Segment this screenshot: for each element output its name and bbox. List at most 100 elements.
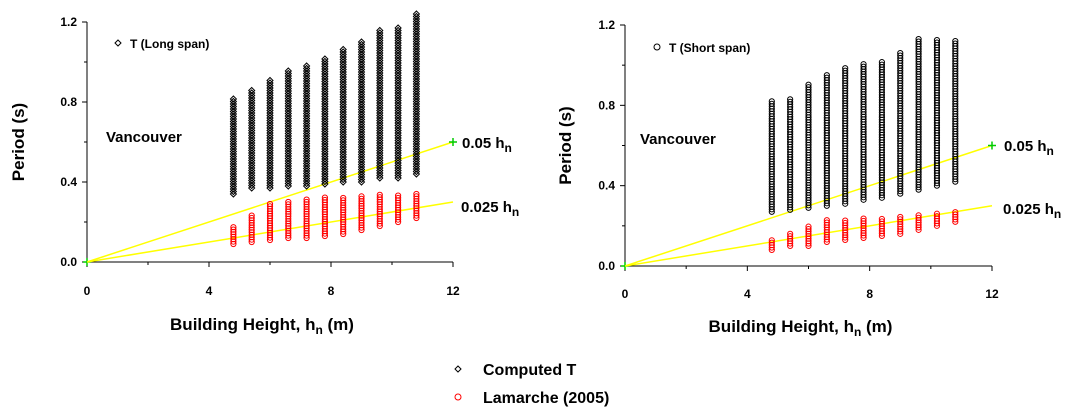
reference-line [86, 141, 454, 263]
data-point [823, 74, 830, 81]
data-point [805, 81, 812, 88]
legend: Computed T Lamarche (2005) [454, 362, 609, 407]
legend-label: Lamarche (2005) [483, 390, 609, 407]
data-point [897, 50, 904, 57]
y-tick-label: 1.2 [598, 18, 615, 32]
x-axis-label-main: Building Height, h [170, 315, 315, 334]
data-point [285, 201, 292, 208]
reference-line-label: 0.05 hn [462, 135, 512, 155]
data-point [285, 198, 292, 206]
line-label-subscript: n [512, 205, 519, 219]
data-point [952, 40, 959, 47]
reference-line-label: 0.025 hn [1003, 201, 1061, 221]
data-point [321, 196, 328, 204]
data-point [787, 230, 794, 237]
data-point [395, 192, 402, 199]
data-point [321, 55, 329, 63]
data-point [303, 198, 310, 206]
data-point [823, 217, 830, 224]
data-point [933, 39, 941, 46]
data-point [768, 98, 775, 105]
data-point [266, 200, 274, 208]
data-point [915, 214, 922, 221]
data-point [787, 96, 794, 103]
y-axis-label: Period (s) [556, 106, 575, 184]
data-point [842, 219, 849, 227]
inset-legend-marker [653, 43, 661, 51]
data-point [248, 214, 255, 222]
legend-label: Computed T [483, 362, 577, 379]
data-point [768, 239, 775, 246]
data-point [302, 62, 311, 70]
y-tick-label: 0.4 [598, 179, 615, 193]
x-axis-label-main: Building Height, h [709, 317, 854, 336]
inset-legend-label: T (Short span) [669, 41, 750, 55]
data-point [897, 216, 904, 223]
reference-line [86, 201, 454, 263]
data-point [787, 98, 794, 105]
y-tick-label: 1.2 [60, 15, 77, 29]
data-point [860, 61, 867, 68]
x-tick-label: 12 [985, 287, 999, 301]
x-tick-label: 0 [84, 284, 91, 298]
x-axis-label: Building Height, hn (m) [170, 315, 354, 337]
line-label-main: 0.025 h [461, 199, 512, 216]
data-point [805, 225, 812, 233]
line-label-subscript: n [505, 141, 512, 155]
line-end-marker [988, 141, 996, 150]
data-point [376, 194, 383, 201]
y-tick-label: 0.4 [60, 175, 77, 189]
data-point [842, 217, 849, 224]
data-point [915, 38, 922, 45]
data-point [933, 210, 941, 217]
data-point [878, 218, 886, 225]
y-tick-label: 0.0 [598, 259, 615, 273]
data-point [413, 190, 420, 198]
data-point [787, 233, 794, 240]
data-point [340, 197, 347, 204]
y-tick-label: 0.8 [60, 95, 77, 109]
data-point [952, 37, 959, 45]
data-point [768, 100, 775, 107]
x-tick-label: 4 [744, 287, 751, 301]
x-axis-label-subscript: n [854, 325, 861, 339]
data-point [878, 215, 886, 223]
y-axis-label: Period (s) [9, 103, 28, 181]
data-point [340, 194, 347, 202]
reference-line-label: 0.025 hn [461, 199, 519, 219]
data-point [952, 209, 959, 216]
data-point [358, 193, 365, 200]
data-point [915, 35, 922, 43]
data-point [842, 65, 849, 72]
y-tick-label: 0.0 [60, 255, 77, 269]
data-point [805, 84, 812, 91]
data-point [395, 194, 402, 202]
data-point [952, 211, 959, 218]
data-point [229, 95, 238, 103]
series-computed-t [229, 10, 421, 198]
legend-marker [454, 393, 462, 401]
data-point [878, 61, 886, 68]
inset-legend-marker [114, 39, 122, 47]
x-axis-label-subscript: n [315, 323, 322, 337]
data-point [266, 76, 274, 85]
data-point [768, 237, 775, 244]
data-point [284, 67, 293, 75]
x-axis-label-unit: (m) [323, 315, 354, 334]
series-computed-t [768, 35, 959, 215]
data-point [823, 219, 830, 226]
line-label-main: 0.05 h [462, 135, 505, 152]
x-tick-label: 12 [446, 284, 460, 298]
legend-marker [454, 365, 462, 373]
data-point [339, 45, 347, 54]
data-point [860, 217, 867, 225]
data-point [933, 36, 941, 44]
line-label-subscript: n [1047, 144, 1054, 158]
line-label-main: 0.05 h [1004, 138, 1047, 155]
data-point [303, 196, 310, 203]
x-axis-label: Building Height, hn (m) [709, 317, 893, 339]
data-point [230, 226, 237, 233]
